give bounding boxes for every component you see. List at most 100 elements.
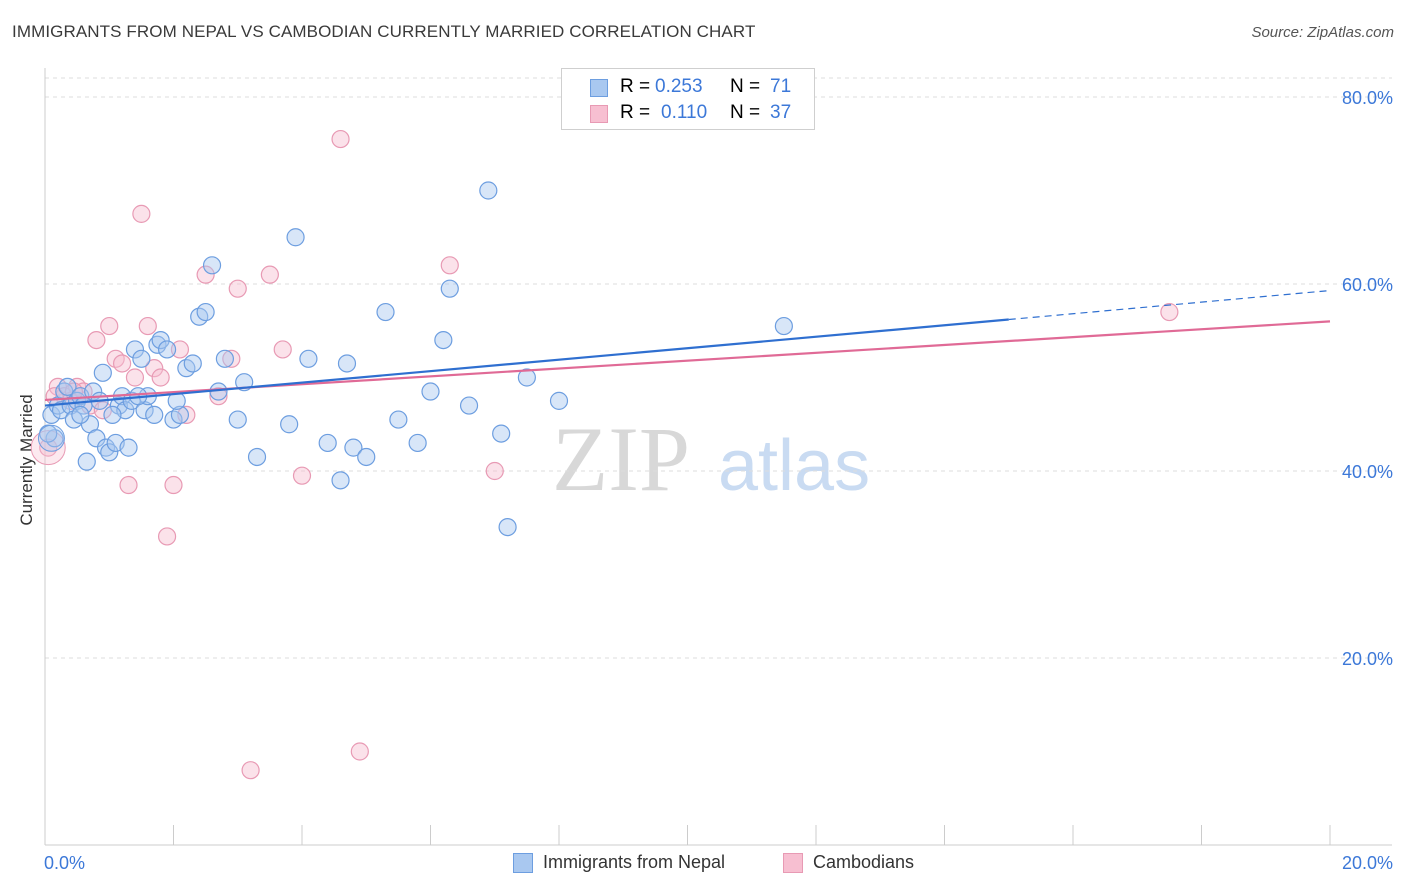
cambodians-point xyxy=(39,438,58,457)
legend-cambodians-swatch xyxy=(783,852,803,873)
cambodians-point xyxy=(125,368,145,387)
cambodians-point xyxy=(260,265,279,284)
chart-title: IMMIGRANTS FROM NEPAL VS CAMBODIAN CURRE… xyxy=(12,22,756,41)
cambodians-point xyxy=(170,340,190,359)
nepal-point xyxy=(37,424,65,452)
watermark-zip: ZIP xyxy=(552,408,690,510)
nepal-point xyxy=(408,433,427,453)
nepal-point xyxy=(344,438,363,457)
cambodians-point xyxy=(138,316,157,336)
source-label: Source: ZipAtlas.com xyxy=(1251,24,1394,41)
nepal-swatch xyxy=(590,79,608,97)
nepal-point xyxy=(157,340,177,359)
cambodians-point xyxy=(196,265,215,284)
nepal-point xyxy=(87,429,106,448)
x-tick-label: 0.0% xyxy=(44,853,85,873)
nepal-point xyxy=(228,410,247,429)
cambodians-n-label: N = xyxy=(730,102,761,123)
nepal-point xyxy=(440,279,459,298)
nepal-r-label: R = xyxy=(620,76,651,97)
nepal-point xyxy=(286,228,305,247)
cambodians-point xyxy=(100,316,119,336)
nepal-point xyxy=(421,382,440,401)
nepal-point xyxy=(357,447,376,467)
nepal-point xyxy=(492,424,511,443)
nepal-point xyxy=(77,452,96,471)
cambodians-point xyxy=(145,359,164,378)
nepal-point xyxy=(280,415,299,434)
cambodians-point xyxy=(273,340,292,359)
y-tick-label: 80.0% xyxy=(1342,88,1393,108)
cambodians-point xyxy=(119,475,138,495)
nepal-point xyxy=(376,302,395,322)
nepal-point xyxy=(93,363,112,382)
watermark-atlas: atlas xyxy=(718,426,870,506)
trend-lines xyxy=(44,289,1331,407)
nepal-point xyxy=(151,331,170,350)
nepal-n-value: 71 xyxy=(770,76,792,97)
y-tick-label: 40.0% xyxy=(1342,462,1393,482)
cambodians-point xyxy=(157,527,177,546)
cambodians-point xyxy=(164,475,183,495)
cambodians-r-label: R = xyxy=(620,102,651,123)
nepal-point xyxy=(170,405,190,424)
y-tick-label: 60.0% xyxy=(1342,275,1393,295)
cambodians-point xyxy=(241,761,260,780)
nepal-point xyxy=(517,368,536,387)
nepal-point xyxy=(299,349,318,368)
nepal-point xyxy=(459,396,479,415)
cambodians-point xyxy=(132,204,151,223)
cambodians-point xyxy=(440,256,459,275)
cambodians-point xyxy=(151,368,170,387)
nepal-point xyxy=(71,405,90,424)
cambodians-point xyxy=(292,466,312,485)
nepal-point xyxy=(58,377,77,396)
cambodians-point xyxy=(209,387,228,406)
legend-nepal-label: Immigrants from Nepal xyxy=(543,852,726,872)
nepal-point xyxy=(389,410,408,429)
nepal-point xyxy=(479,181,498,200)
cambodians-point xyxy=(331,129,350,149)
nepal-point xyxy=(132,349,151,368)
nepal-point xyxy=(183,354,202,373)
nepal-point xyxy=(774,316,793,336)
cambodians-point xyxy=(485,461,504,481)
cambodians-point xyxy=(222,349,241,368)
cambodians-point xyxy=(228,279,247,298)
nepal-point xyxy=(103,405,122,424)
cambodians-r-value: 0.110 xyxy=(661,102,708,123)
nepal-point xyxy=(247,447,267,467)
nepal-point xyxy=(145,405,164,424)
tick-labels: 20.0% 40.0% 60.0% 80.0% 0.0% 20.0% xyxy=(44,88,1393,873)
axes xyxy=(44,68,1392,846)
y-tick-label: 20.0% xyxy=(1342,649,1393,669)
legend-item-nepal: Immigrants from Nepal xyxy=(513,852,725,873)
nepal-point xyxy=(100,443,119,462)
nepal-point xyxy=(498,517,517,537)
nepal-point xyxy=(434,331,453,350)
cambodians-point xyxy=(350,742,369,761)
nepal-point xyxy=(119,438,138,457)
nepal-points xyxy=(37,181,793,537)
legend-item-cambodians: Cambodians xyxy=(783,852,914,873)
nepal-point xyxy=(337,354,357,373)
cambodians-swatch xyxy=(590,105,608,123)
nepal-point xyxy=(42,405,61,424)
nepal-point xyxy=(215,349,234,368)
nepal-point xyxy=(549,391,569,410)
nepal-point xyxy=(318,433,337,453)
grid-lines xyxy=(45,77,1392,659)
legend-row-cambodians: R = 0.110 N = 37 xyxy=(562,102,814,126)
nepal-n-label: N = xyxy=(730,76,761,97)
nepal-point xyxy=(125,340,145,359)
cambodians-point xyxy=(30,430,66,466)
legend-row-nepal: R = 0.253 N = 71 xyxy=(562,76,814,100)
cambodians-point xyxy=(112,354,132,373)
correlation-legend: R = 0.253 N = 71 R = 0.110 N = 37 xyxy=(561,68,815,130)
nepal-point xyxy=(51,401,71,420)
cambodians-point xyxy=(1160,302,1179,322)
nepal-point xyxy=(202,256,222,275)
legend-nepal-swatch xyxy=(513,852,533,873)
legend-cambodians-label: Cambodians xyxy=(813,852,915,872)
